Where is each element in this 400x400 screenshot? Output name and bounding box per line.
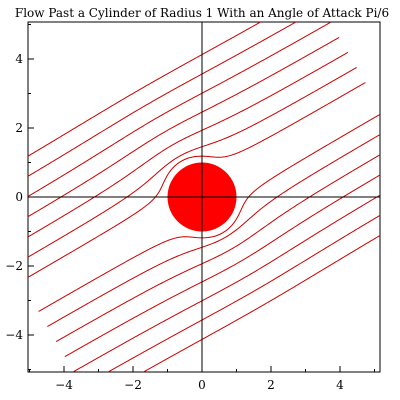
x-tick-label: −4 xyxy=(55,378,73,392)
streamline xyxy=(28,22,331,198)
x-tick-label: −2 xyxy=(124,378,142,392)
y-tick-label: 2 xyxy=(15,121,23,135)
streamline xyxy=(28,82,366,278)
streamline xyxy=(47,133,380,327)
streamline xyxy=(64,174,380,358)
streamline xyxy=(55,154,380,343)
x-tick-label: 0 xyxy=(198,378,206,392)
y-tick-label: −4 xyxy=(5,328,23,342)
streamline xyxy=(28,22,262,157)
streamline xyxy=(28,51,349,238)
streamline xyxy=(142,234,380,372)
x-tick-label: 2 xyxy=(267,378,275,392)
chart-title: Flow Past a Cylinder of Radius 1 With an… xyxy=(15,6,389,20)
y-tick-label: −2 xyxy=(5,259,23,273)
streamline xyxy=(28,36,340,218)
streamline xyxy=(107,214,380,372)
streamline xyxy=(28,67,357,258)
x-tick-label: 4 xyxy=(336,378,344,392)
y-tick-label: 0 xyxy=(15,190,23,204)
streamline xyxy=(73,194,380,372)
axes: −4 −2 0 2 4 −4 −2 0 2 4 xyxy=(5,22,380,392)
streamline xyxy=(28,22,297,177)
streamline xyxy=(38,113,380,312)
y-tick-label: 4 xyxy=(15,52,23,66)
